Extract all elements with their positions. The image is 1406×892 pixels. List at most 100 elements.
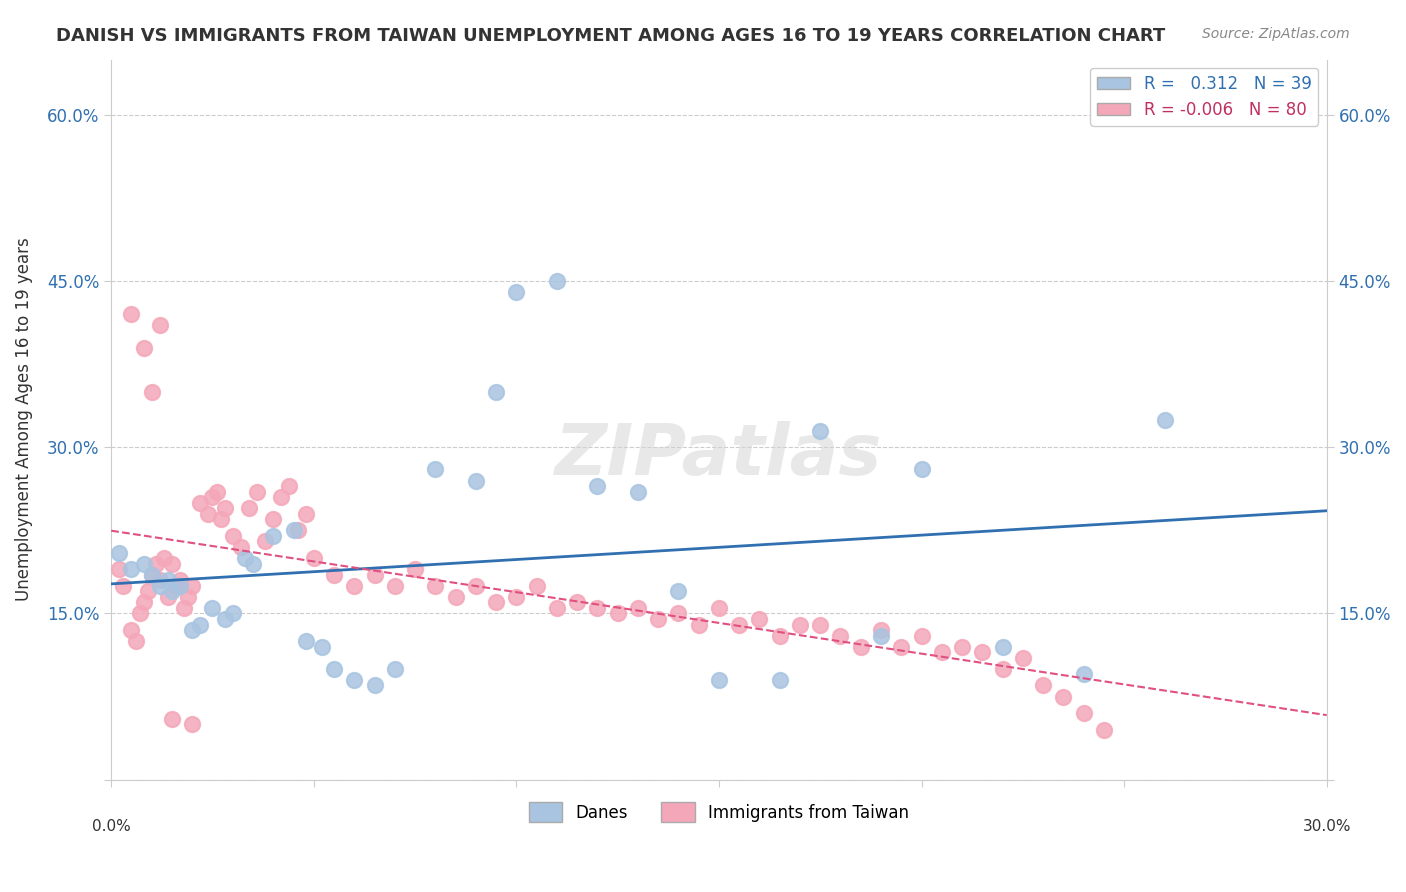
Text: 30.0%: 30.0% <box>1302 819 1351 834</box>
Point <box>910 462 932 476</box>
Point <box>464 474 486 488</box>
Point <box>890 640 912 654</box>
Point <box>748 612 770 626</box>
Point <box>254 534 277 549</box>
Point <box>222 529 245 543</box>
Point <box>1073 706 1095 721</box>
Point <box>108 562 131 576</box>
Point <box>132 557 155 571</box>
Point <box>160 712 183 726</box>
Point <box>565 595 588 609</box>
Point <box>156 590 179 604</box>
Point <box>546 274 568 288</box>
Point <box>246 484 269 499</box>
Point <box>991 662 1014 676</box>
Point <box>464 579 486 593</box>
Point <box>586 601 609 615</box>
Point <box>132 341 155 355</box>
Point <box>363 678 385 692</box>
Point <box>526 579 548 593</box>
Point <box>425 579 447 593</box>
Text: ZIPatlas: ZIPatlas <box>555 421 883 490</box>
Point <box>120 307 142 321</box>
Point <box>294 507 316 521</box>
Point <box>145 557 167 571</box>
Point <box>668 607 690 621</box>
Point <box>294 634 316 648</box>
Point <box>112 579 135 593</box>
Y-axis label: Unemployment Among Ages 16 to 19 years: Unemployment Among Ages 16 to 19 years <box>15 238 32 601</box>
Point <box>165 579 187 593</box>
Legend: Danes, Immigrants from Taiwan: Danes, Immigrants from Taiwan <box>522 796 915 829</box>
Point <box>169 579 191 593</box>
Point <box>485 595 508 609</box>
Point <box>1052 690 1074 704</box>
Point <box>728 617 751 632</box>
Point <box>141 567 163 582</box>
Text: DANISH VS IMMIGRANTS FROM TAIWAN UNEMPLOYMENT AMONG AGES 16 TO 19 YEARS CORRELAT: DANISH VS IMMIGRANTS FROM TAIWAN UNEMPLO… <box>56 27 1166 45</box>
Point <box>128 607 150 621</box>
Point <box>242 557 264 571</box>
Point <box>505 285 527 300</box>
Point <box>222 607 245 621</box>
Point <box>425 462 447 476</box>
Point <box>668 584 690 599</box>
Point <box>262 512 284 526</box>
Point <box>688 617 710 632</box>
Point <box>132 595 155 609</box>
Point <box>870 629 893 643</box>
Point <box>363 567 385 582</box>
Point <box>214 501 236 516</box>
Point <box>214 612 236 626</box>
Point <box>950 640 973 654</box>
Point <box>188 496 211 510</box>
Point <box>149 579 172 593</box>
Point <box>262 529 284 543</box>
Point <box>1153 412 1175 426</box>
Point <box>181 623 204 637</box>
Point <box>197 507 219 521</box>
Point <box>270 490 292 504</box>
Point <box>302 551 325 566</box>
Point <box>233 551 256 566</box>
Point <box>156 573 179 587</box>
Point <box>707 601 730 615</box>
Point <box>201 601 224 615</box>
Point <box>808 617 831 632</box>
Point <box>647 612 669 626</box>
Point <box>546 601 568 615</box>
Point <box>229 540 252 554</box>
Point <box>160 557 183 571</box>
Point <box>108 545 131 559</box>
Point <box>169 573 191 587</box>
Point <box>384 579 406 593</box>
Point <box>627 601 650 615</box>
Point <box>141 384 163 399</box>
Point <box>181 579 204 593</box>
Point <box>789 617 811 632</box>
Point <box>124 634 146 648</box>
Point <box>311 640 333 654</box>
Point <box>849 640 872 654</box>
Point <box>444 590 467 604</box>
Point <box>201 490 224 504</box>
Point <box>606 607 628 621</box>
Point <box>205 484 228 499</box>
Point <box>1032 678 1054 692</box>
Point <box>769 629 792 643</box>
Point <box>120 562 142 576</box>
Point <box>870 623 893 637</box>
Point <box>323 662 346 676</box>
Point <box>769 673 792 687</box>
Point <box>149 318 172 333</box>
Point <box>910 629 932 643</box>
Point <box>188 617 211 632</box>
Point <box>991 640 1014 654</box>
Point <box>830 629 852 643</box>
Point <box>404 562 426 576</box>
Point <box>505 590 527 604</box>
Point <box>707 673 730 687</box>
Point <box>283 524 305 538</box>
Point <box>120 623 142 637</box>
Point <box>586 479 609 493</box>
